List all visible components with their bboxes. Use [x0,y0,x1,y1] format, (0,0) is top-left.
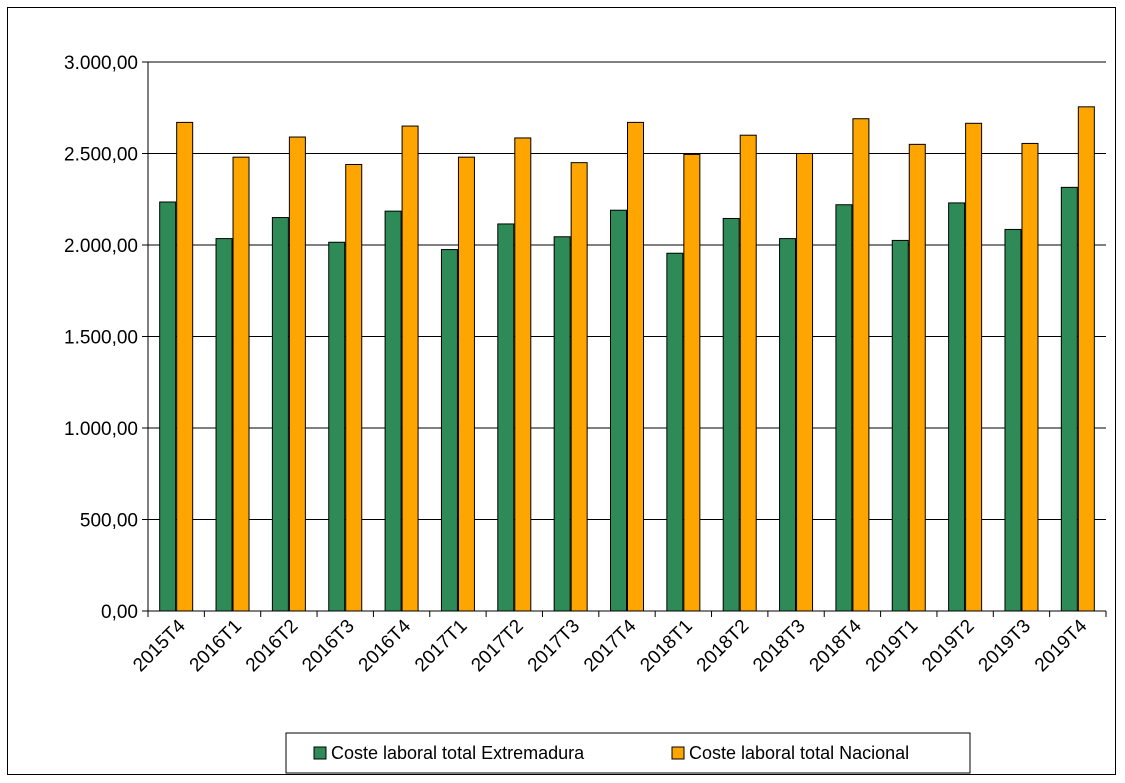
bar-nacional [852,118,870,612]
bar-nacional [232,156,250,612]
y-tick-label: 2.500,00 [64,145,138,166]
x-tick-label: 2016T2 [242,616,302,676]
x-tick-label: 2019T2 [918,616,978,676]
y-tick-label: 0,00 [101,602,138,623]
bar-nacional [288,136,306,612]
bar-nacional [796,153,814,612]
x-axis: 2015T42016T12016T22016T32016T42017T12017… [129,610,1107,676]
x-tick-label: 2018T1 [636,616,696,676]
bar-extremadura [610,209,627,612]
bar-nacional [627,121,644,612]
bar-extremadura [497,223,515,612]
x-tick-label: 2016T4 [355,615,416,676]
bar-nacional [1077,106,1095,612]
bar-extremadura [553,236,571,612]
legend-label: Coste laboral total Extremadura [331,743,585,763]
bar-extremadura [891,239,909,612]
y-axis: 0,00 500,00 1.000,00 1.500,00 2.000,00 2.500,… [64,53,149,623]
bar-nacional [570,162,588,612]
bar-nacional [1021,142,1039,612]
legend-box [285,732,971,774]
bar-extremadura [328,241,346,612]
x-tick-label: 2016T1 [186,616,246,676]
y-tick-label: 2.000,00 [64,236,138,257]
x-tick-label: 2019T4 [1031,615,1092,676]
bar-extremadura [1004,228,1022,612]
x-tick-label: 2019T3 [975,616,1035,676]
bar-nacional [965,122,983,612]
bar-extremadura [384,210,402,612]
bar-extremadura [666,252,684,612]
bar-extremadura [1060,186,1078,612]
x-tick-label: 2018T3 [749,616,809,676]
y-tick-label: 1.500,00 [64,328,138,349]
bar-extremadura [722,217,740,612]
x-tick-label: 2016T3 [298,616,358,676]
y-tick-label: 500,00 [80,511,138,532]
x-tick-label: 2017T1 [411,616,471,676]
bar-extremadura [440,249,458,612]
bar-nacional [514,137,532,612]
x-tick-label: 2018T4 [806,615,867,676]
bar-extremadura [159,201,177,612]
bar-nacional [176,121,194,612]
bars [159,106,1095,612]
bar-extremadura [215,238,233,612]
bar-nacional [908,143,926,612]
x-tick-label: 2017T2 [467,616,527,676]
bar-nacional [401,125,419,612]
bar-nacional [683,153,701,612]
x-tick-label: 2017T4 [580,615,641,676]
bar-extremadura [779,238,797,612]
x-tick-label: 2018T2 [693,616,753,676]
bar-extremadura [835,204,853,612]
x-tick-label: 2019T1 [862,616,922,676]
y-tick-label: 1.000,00 [64,419,138,440]
x-tick-label: 2017T3 [524,616,584,676]
bar-extremadura [948,202,966,612]
bar-nacional [739,134,757,612]
legend-swatch [313,746,327,760]
legend: Coste laboral total Extremadura Coste lab… [285,732,971,774]
x-tick-label: 2015T4 [129,615,190,676]
bar-nacional [345,163,363,612]
bar-nacional [457,156,475,612]
y-tick-label: 3.000,00 [64,53,138,74]
legend-label: Coste laboral total Nacional [689,743,909,763]
bar-extremadura [271,217,289,612]
legend-swatch [671,746,685,760]
